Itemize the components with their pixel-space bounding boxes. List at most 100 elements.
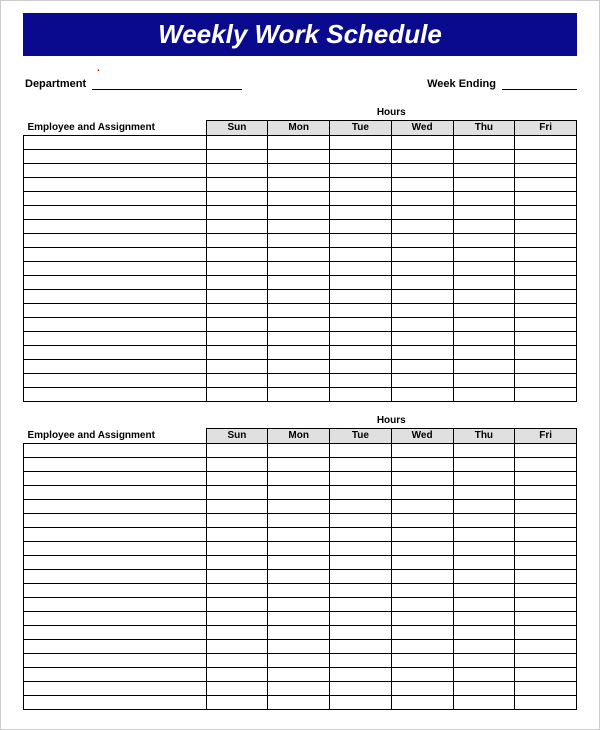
hours-cell[interactable] — [330, 388, 392, 402]
hours-cell[interactable] — [330, 584, 392, 598]
hours-cell[interactable] — [330, 514, 392, 528]
hours-cell[interactable] — [330, 290, 392, 304]
hours-cell[interactable] — [391, 598, 453, 612]
hours-cell[interactable] — [391, 500, 453, 514]
hours-cell[interactable] — [206, 178, 268, 192]
hours-cell[interactable] — [330, 486, 392, 500]
hours-cell[interactable] — [391, 626, 453, 640]
hours-cell[interactable] — [206, 248, 268, 262]
hours-cell[interactable] — [268, 444, 330, 458]
hours-cell[interactable] — [391, 276, 453, 290]
hours-cell[interactable] — [206, 388, 268, 402]
hours-cell[interactable] — [453, 682, 515, 696]
hours-cell[interactable] — [515, 318, 577, 332]
hours-cell[interactable] — [515, 598, 577, 612]
hours-cell[interactable] — [391, 444, 453, 458]
hours-cell[interactable] — [515, 150, 577, 164]
hours-cell[interactable] — [268, 626, 330, 640]
hours-cell[interactable] — [330, 262, 392, 276]
hours-cell[interactable] — [206, 472, 268, 486]
hours-cell[interactable] — [268, 542, 330, 556]
employee-cell[interactable] — [24, 640, 207, 654]
hours-cell[interactable] — [453, 192, 515, 206]
hours-cell[interactable] — [515, 234, 577, 248]
employee-cell[interactable] — [24, 584, 207, 598]
employee-cell[interactable] — [24, 542, 207, 556]
hours-cell[interactable] — [515, 388, 577, 402]
employee-cell[interactable] — [24, 598, 207, 612]
hours-cell[interactable] — [206, 682, 268, 696]
hours-cell[interactable] — [330, 668, 392, 682]
hours-cell[interactable] — [268, 164, 330, 178]
employee-cell[interactable] — [24, 346, 207, 360]
hours-cell[interactable] — [391, 178, 453, 192]
department-input-line[interactable] — [92, 76, 242, 90]
hours-cell[interactable] — [206, 136, 268, 150]
hours-cell[interactable] — [330, 192, 392, 206]
hours-cell[interactable] — [515, 374, 577, 388]
hours-cell[interactable] — [206, 570, 268, 584]
hours-cell[interactable] — [268, 360, 330, 374]
hours-cell[interactable] — [268, 668, 330, 682]
hours-cell[interactable] — [515, 206, 577, 220]
hours-cell[interactable] — [268, 486, 330, 500]
hours-cell[interactable] — [515, 248, 577, 262]
employee-cell[interactable] — [24, 262, 207, 276]
hours-cell[interactable] — [391, 346, 453, 360]
hours-cell[interactable] — [453, 304, 515, 318]
hours-cell[interactable] — [206, 262, 268, 276]
hours-cell[interactable] — [330, 374, 392, 388]
hours-cell[interactable] — [453, 150, 515, 164]
hours-cell[interactable] — [391, 248, 453, 262]
hours-cell[interactable] — [453, 318, 515, 332]
hours-cell[interactable] — [206, 360, 268, 374]
hours-cell[interactable] — [330, 304, 392, 318]
hours-cell[interactable] — [453, 514, 515, 528]
hours-cell[interactable] — [268, 528, 330, 542]
hours-cell[interactable] — [268, 248, 330, 262]
hours-cell[interactable] — [206, 542, 268, 556]
hours-cell[interactable] — [206, 668, 268, 682]
hours-cell[interactable] — [330, 528, 392, 542]
hours-cell[interactable] — [453, 346, 515, 360]
hours-cell[interactable] — [453, 696, 515, 710]
hours-cell[interactable] — [515, 458, 577, 472]
hours-cell[interactable] — [206, 332, 268, 346]
hours-cell[interactable] — [391, 458, 453, 472]
hours-cell[interactable] — [330, 444, 392, 458]
employee-cell[interactable] — [24, 626, 207, 640]
hours-cell[interactable] — [391, 192, 453, 206]
hours-cell[interactable] — [206, 374, 268, 388]
hours-cell[interactable] — [330, 598, 392, 612]
hours-cell[interactable] — [515, 192, 577, 206]
hours-cell[interactable] — [391, 388, 453, 402]
hours-cell[interactable] — [453, 262, 515, 276]
hours-cell[interactable] — [330, 556, 392, 570]
hours-cell[interactable] — [391, 262, 453, 276]
hours-cell[interactable] — [453, 276, 515, 290]
hours-cell[interactable] — [330, 346, 392, 360]
hours-cell[interactable] — [206, 556, 268, 570]
employee-cell[interactable] — [24, 318, 207, 332]
hours-cell[interactable] — [453, 360, 515, 374]
hours-cell[interactable] — [268, 262, 330, 276]
hours-cell[interactable] — [391, 640, 453, 654]
hours-cell[interactable] — [453, 248, 515, 262]
hours-cell[interactable] — [391, 136, 453, 150]
hours-cell[interactable] — [330, 472, 392, 486]
hours-cell[interactable] — [330, 682, 392, 696]
hours-cell[interactable] — [330, 500, 392, 514]
hours-cell[interactable] — [330, 206, 392, 220]
hours-cell[interactable] — [453, 332, 515, 346]
employee-cell[interactable] — [24, 654, 207, 668]
hours-cell[interactable] — [330, 654, 392, 668]
hours-cell[interactable] — [206, 192, 268, 206]
hours-cell[interactable] — [391, 318, 453, 332]
employee-cell[interactable] — [24, 206, 207, 220]
hours-cell[interactable] — [453, 220, 515, 234]
employee-cell[interactable] — [24, 234, 207, 248]
hours-cell[interactable] — [391, 150, 453, 164]
hours-cell[interactable] — [330, 136, 392, 150]
hours-cell[interactable] — [515, 136, 577, 150]
hours-cell[interactable] — [268, 136, 330, 150]
